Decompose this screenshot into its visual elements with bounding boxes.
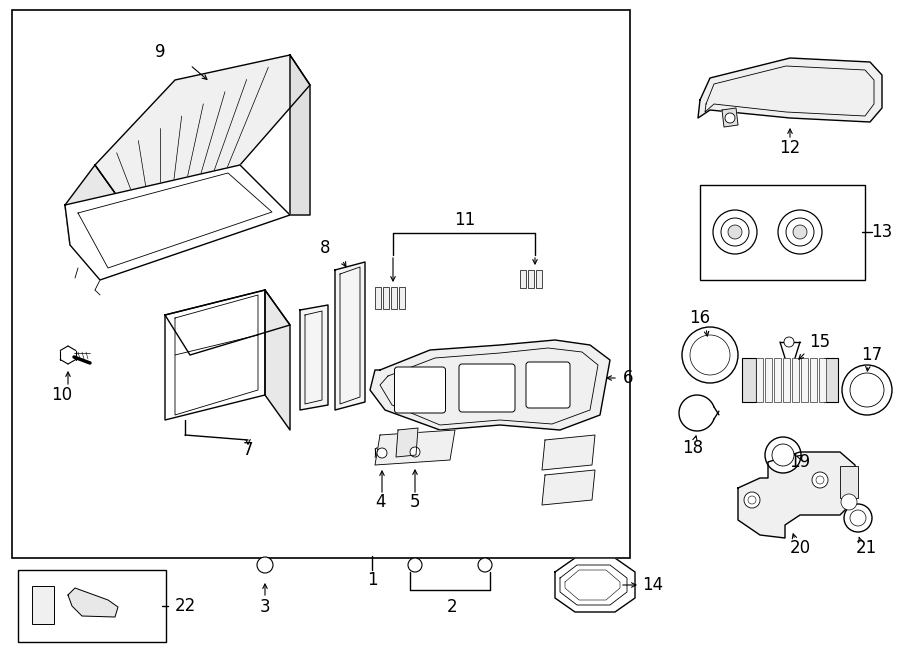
Circle shape	[408, 558, 422, 572]
Text: 4: 4	[374, 493, 385, 511]
Circle shape	[816, 476, 824, 484]
Bar	[399, 287, 405, 309]
Text: 18: 18	[682, 439, 704, 457]
Polygon shape	[300, 305, 328, 410]
Circle shape	[377, 448, 387, 458]
Circle shape	[728, 225, 742, 239]
Polygon shape	[165, 290, 290, 355]
Text: 14: 14	[643, 576, 663, 594]
Bar	[765, 358, 772, 402]
Text: 21: 21	[855, 539, 877, 557]
FancyBboxPatch shape	[459, 364, 515, 412]
Circle shape	[793, 225, 807, 239]
Polygon shape	[698, 58, 882, 122]
Circle shape	[844, 504, 872, 532]
Circle shape	[744, 492, 760, 508]
Bar	[810, 358, 817, 402]
Bar	[32, 586, 54, 624]
Polygon shape	[65, 165, 120, 255]
Text: 1: 1	[366, 571, 377, 589]
Circle shape	[850, 510, 866, 526]
Polygon shape	[542, 435, 595, 470]
Polygon shape	[738, 452, 855, 538]
Text: 19: 19	[789, 453, 811, 471]
Bar	[391, 287, 397, 309]
Polygon shape	[68, 588, 118, 617]
Circle shape	[842, 365, 892, 415]
Circle shape	[850, 373, 884, 407]
Bar	[774, 358, 781, 402]
Circle shape	[725, 113, 735, 123]
Polygon shape	[78, 173, 272, 268]
Bar	[528, 270, 534, 288]
Bar	[824, 358, 838, 402]
Bar	[700, 185, 865, 280]
Bar	[801, 358, 808, 402]
Bar	[840, 466, 858, 498]
Polygon shape	[65, 165, 290, 280]
Polygon shape	[290, 55, 310, 215]
Circle shape	[748, 496, 756, 504]
Polygon shape	[95, 55, 310, 200]
Text: 13: 13	[871, 223, 893, 241]
Circle shape	[257, 557, 273, 573]
Polygon shape	[335, 262, 365, 410]
Text: 6: 6	[623, 369, 634, 387]
Polygon shape	[375, 430, 455, 465]
Circle shape	[841, 494, 857, 510]
FancyBboxPatch shape	[526, 362, 570, 408]
Text: 10: 10	[51, 386, 73, 404]
Circle shape	[778, 210, 822, 254]
Text: 3: 3	[260, 598, 270, 616]
Bar	[536, 270, 542, 288]
Text: 9: 9	[155, 43, 166, 61]
Polygon shape	[542, 470, 595, 505]
Polygon shape	[265, 290, 290, 430]
Text: 16: 16	[689, 309, 711, 327]
Bar	[783, 358, 790, 402]
Bar	[742, 358, 756, 402]
Text: 12: 12	[779, 139, 801, 157]
Circle shape	[410, 447, 420, 457]
Polygon shape	[722, 108, 738, 127]
Bar	[375, 287, 381, 309]
Bar	[520, 270, 526, 288]
Polygon shape	[560, 565, 627, 605]
Text: 2: 2	[446, 598, 457, 616]
Circle shape	[765, 437, 801, 473]
Bar	[756, 358, 763, 402]
Bar	[383, 287, 389, 309]
Text: 17: 17	[861, 346, 883, 364]
Circle shape	[713, 210, 757, 254]
Circle shape	[478, 558, 492, 572]
Bar	[12, 10, 630, 558]
Polygon shape	[565, 570, 620, 600]
Polygon shape	[370, 340, 610, 430]
Text: 22: 22	[175, 597, 195, 615]
Text: 7: 7	[243, 441, 253, 459]
Polygon shape	[396, 428, 418, 457]
Circle shape	[786, 218, 814, 246]
Text: 5: 5	[410, 493, 420, 511]
Text: 8: 8	[320, 239, 330, 257]
Polygon shape	[555, 558, 635, 612]
Bar	[819, 358, 826, 402]
Polygon shape	[165, 290, 265, 420]
Circle shape	[784, 337, 794, 347]
Circle shape	[812, 472, 828, 488]
Text: 15: 15	[809, 333, 831, 351]
Circle shape	[721, 218, 749, 246]
Bar	[792, 358, 799, 402]
Circle shape	[772, 444, 794, 466]
Circle shape	[690, 335, 730, 375]
Text: 20: 20	[789, 539, 811, 557]
Text: 11: 11	[454, 211, 475, 229]
Bar	[18, 570, 166, 642]
Circle shape	[682, 327, 738, 383]
FancyBboxPatch shape	[394, 367, 446, 413]
